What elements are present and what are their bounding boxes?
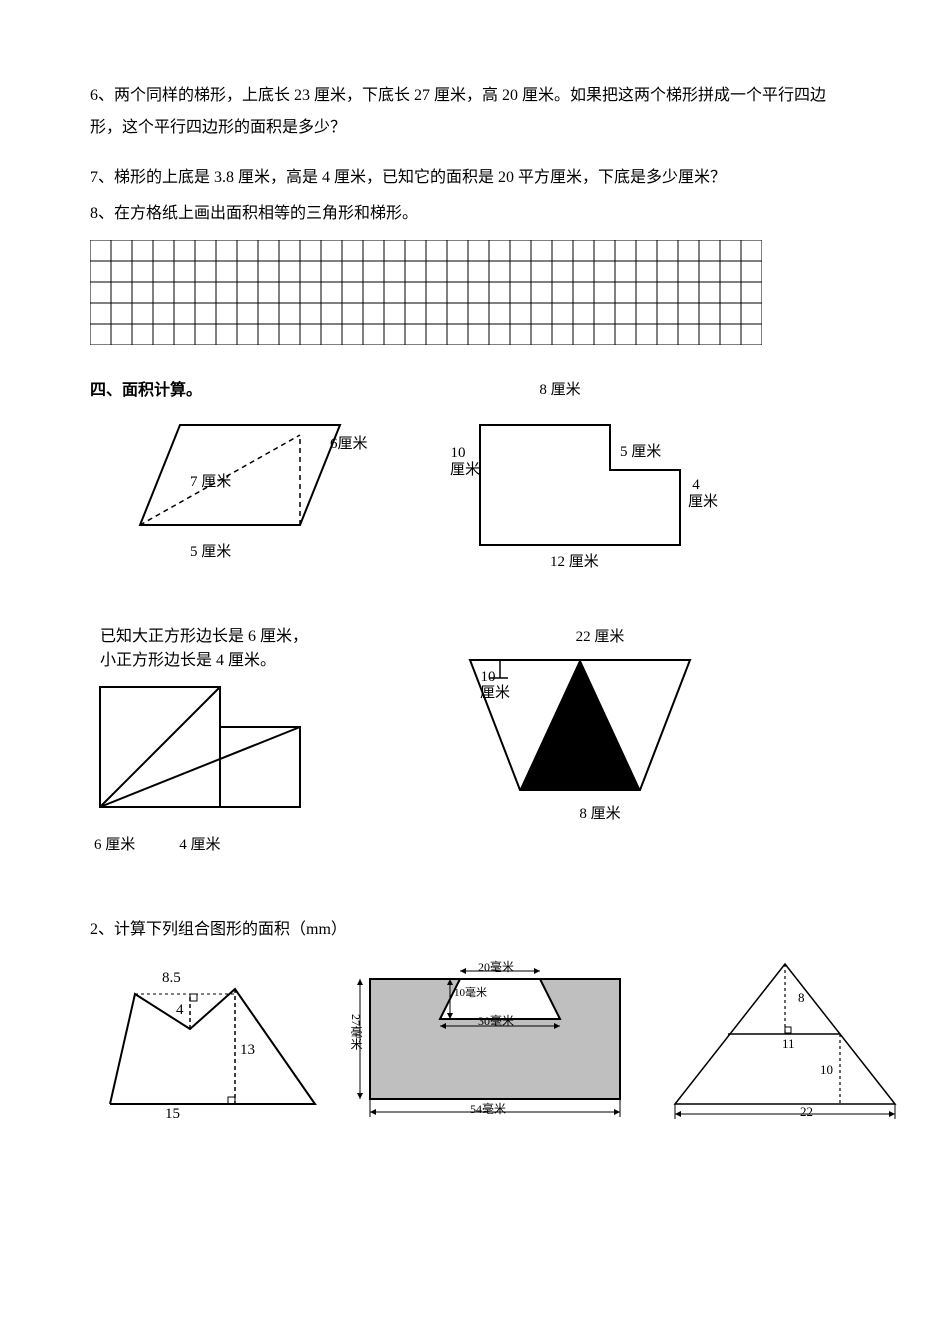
fig5-13: 13 — [240, 1042, 255, 1059]
figure-trapezoid-triangle: 22 厘米 10 厘米 8 厘米 — [450, 625, 750, 823]
figure-parallelogram: 7 厘米 6厘米 5 厘米 — [120, 415, 400, 585]
fig7-11: 11 — [782, 1036, 795, 1052]
figure-combo-3: 8 11 10 22 — [660, 954, 910, 1134]
fig6-27mm: 27毫米 — [348, 1014, 365, 1050]
fig4-bottom: 8 厘米 — [579, 806, 620, 822]
fig4-10cm: 10 厘米 — [480, 670, 496, 702]
figure-combo-2: 20毫米 10毫米 30毫米 27毫米 54毫米 — [350, 964, 640, 1134]
fig6-10mm: 10毫米 — [454, 984, 487, 1000]
fig7-22: 22 — [800, 1104, 813, 1120]
fig2-5cm: 5 厘米 — [620, 440, 661, 461]
figure-l-shape: 10 厘米 5 厘米 4 厘米 12 厘米 — [440, 415, 740, 585]
worksheet-page: 6、两个同样的梯形，上底长 23 厘米，下底长 27 厘米，高 20 厘米。如果… — [0, 0, 945, 1337]
fig7-8: 8 — [798, 990, 805, 1006]
fig6-30mm: 30毫米 — [478, 1012, 514, 1029]
fig4-top: 22 厘米 — [576, 629, 625, 645]
fig2-right-4: 4 厘米 — [688, 477, 704, 510]
fig6-54mm: 54毫米 — [470, 1100, 506, 1117]
question-6: 6、两个同样的梯形，上底长 23 厘米，下底长 27 厘米，高 20 厘米。如果… — [90, 80, 855, 144]
fig5-top: 8.5 — [162, 970, 181, 987]
fig1-5cm: 5 厘米 — [190, 540, 231, 561]
fig7-10: 10 — [820, 1062, 833, 1078]
fig2-top-label: 8 厘米 — [539, 382, 580, 398]
fig3-6cm: 6 厘米 — [94, 837, 135, 853]
question-7: 7、梯形的上底是 3.8 厘米，高是 4 厘米，已知它的面积是 20 平方厘米，… — [90, 162, 855, 194]
fig2-left-10: 10 厘米 — [450, 445, 466, 478]
section-4-title: 四、面积计算。 — [90, 375, 460, 407]
fig3-caption: 已知大正方形边长是 6 厘米， 小正方形边长是 4 厘米。 — [100, 625, 390, 673]
fig3-4cm: 4 厘米 — [179, 837, 220, 853]
section-2-title: 2、计算下列组合图形的面积（mm） — [90, 914, 855, 946]
answer-grid — [90, 240, 855, 345]
fig1-7cm: 7 厘米 — [190, 470, 231, 491]
fig6-20mm: 20毫米 — [478, 958, 514, 975]
fig5-4: 4 — [176, 1002, 184, 1019]
fig5-15: 15 — [165, 1106, 180, 1123]
fig2-bottom: 12 厘米 — [550, 550, 599, 571]
question-8: 8、在方格纸上画出面积相等的三角形和梯形。 — [90, 198, 855, 230]
fig1-6cm: 6厘米 — [330, 435, 346, 453]
figure-two-squares: 已知大正方形边长是 6 厘米， 小正方形边长是 4 厘米。 6 厘米 4 厘米 — [90, 625, 390, 854]
figure-combo-1: 8.5 4 13 15 — [90, 964, 330, 1134]
